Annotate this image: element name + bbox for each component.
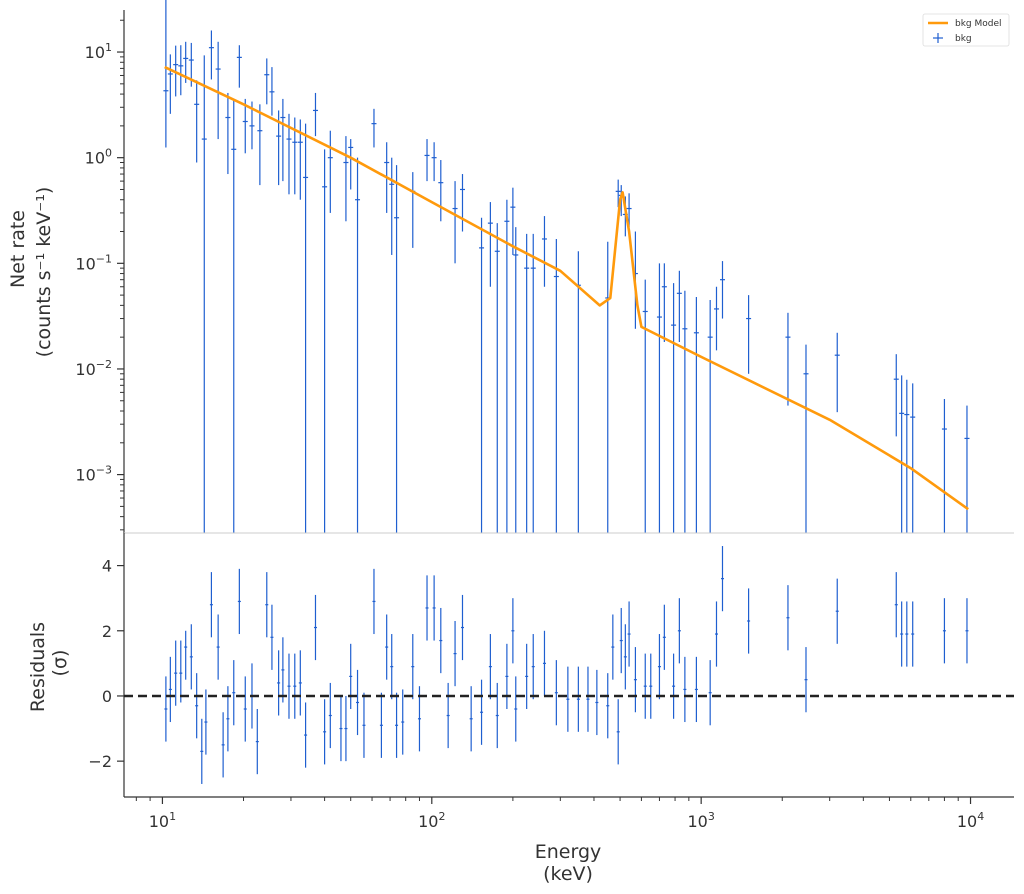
x-tick-label: 102 — [418, 810, 445, 831]
legend-model-label: bkg Model — [955, 19, 1002, 29]
x-tick-label: 104 — [957, 810, 984, 831]
x-tick-label: 101 — [149, 810, 176, 831]
spectrum-panel: 101 100 10−1 10−2 10−3 — [75, 0, 1014, 534]
bkg-model-line — [164, 65, 969, 511]
residuals-panel: −2 0 2 4 101 102 103 104 — [88, 533, 1014, 831]
bottom-y-tick-label: 4 — [102, 557, 112, 576]
top-y-tick-label: 100 — [85, 147, 112, 168]
bottom-y-axis-label-unit: (σ) — [49, 650, 71, 677]
legend: bkg Model bkg — [922, 13, 1010, 47]
x-axis-label: Energy — [535, 841, 602, 863]
top-y-tick-label: 10−3 — [75, 464, 112, 485]
top-y-axis-label: Net rate — [7, 210, 29, 288]
bottom-y-axis-label: Residuals — [27, 622, 49, 712]
top-y-tick-label: 10−1 — [75, 252, 112, 273]
top-y-axis-label-unit: (counts s⁻¹ keV⁻¹) — [33, 187, 55, 358]
top-y-tick-label: 101 — [85, 41, 112, 62]
bottom-y-tick-label: 2 — [102, 622, 112, 641]
bottom-y-tick-label: −2 — [88, 752, 112, 771]
x-tick-label: 103 — [687, 810, 714, 831]
top-y-tick-label: 10−2 — [75, 358, 112, 379]
x-axis-label-unit: (keV) — [543, 863, 593, 885]
bottom-y-tick-label: 0 — [102, 687, 112, 706]
legend-data-label: bkg — [955, 34, 972, 44]
